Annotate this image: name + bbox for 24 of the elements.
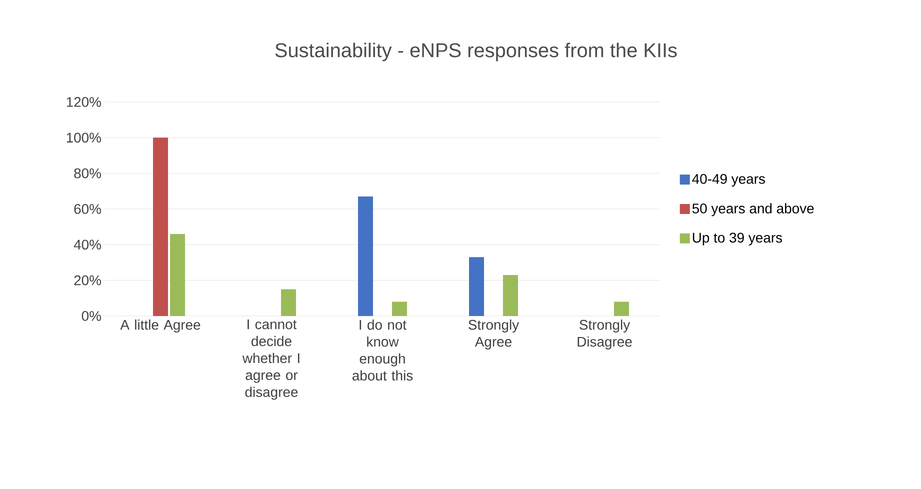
legend-label: 50 years and above bbox=[692, 203, 814, 216]
y-tick-label: 20% bbox=[74, 275, 101, 286]
y-tick-label: 60% bbox=[74, 204, 101, 214]
legend-label: 40-49 years bbox=[692, 174, 765, 187]
bar bbox=[281, 289, 296, 316]
x-tick-label: Strongly Agree bbox=[468, 320, 520, 350]
bar bbox=[392, 302, 407, 316]
x-tick-label: I do not know enough about this bbox=[352, 320, 413, 381]
legend-label: Up to 39 years bbox=[692, 232, 782, 246]
bar bbox=[614, 302, 629, 316]
bar bbox=[153, 138, 168, 316]
x-tick-label: Strongly Disagree bbox=[578, 320, 632, 350]
chart-title: Sustainability - eNPS responses from the KIIs bbox=[275, 42, 677, 62]
x-tick-label: A little Agree bbox=[120, 320, 200, 333]
y-tick-label: 40% bbox=[74, 240, 101, 250]
bar bbox=[358, 196, 374, 316]
y-tick-label: 100% bbox=[66, 132, 101, 143]
bar bbox=[503, 274, 518, 316]
y-tick-label: 0% bbox=[82, 311, 101, 321]
x-tick-label: I cannot decide whether I agree or disagree bbox=[242, 320, 300, 400]
y-tick-label: 80% bbox=[74, 168, 101, 178]
y-tick-label: 120% bbox=[66, 97, 101, 107]
bar bbox=[170, 234, 185, 316]
bar bbox=[469, 257, 484, 316]
